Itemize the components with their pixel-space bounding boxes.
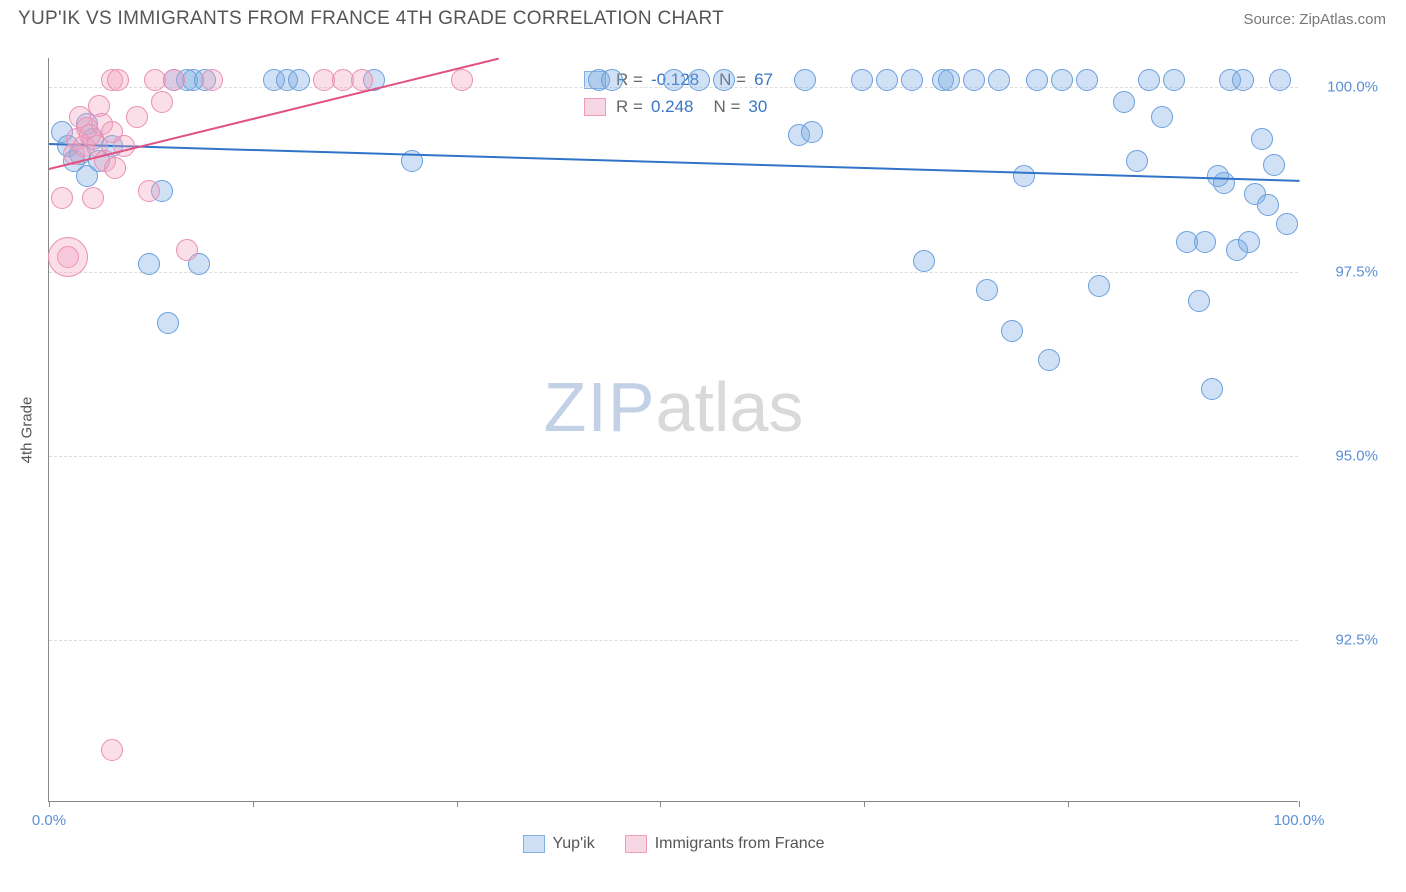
data-point bbox=[938, 69, 960, 91]
watermark-zip: ZIP bbox=[544, 368, 656, 446]
x-tick-mark bbox=[1068, 801, 1069, 807]
data-point bbox=[1232, 69, 1254, 91]
x-tick-mark bbox=[660, 801, 661, 807]
y-tick-label: 97.5% bbox=[1308, 263, 1378, 280]
data-point bbox=[1151, 106, 1173, 128]
data-point bbox=[963, 69, 985, 91]
data-point bbox=[201, 69, 223, 91]
data-point bbox=[163, 69, 185, 91]
y-tick-label: 95.0% bbox=[1308, 447, 1378, 464]
data-point bbox=[1126, 150, 1148, 172]
chart-title: YUP'IK VS IMMIGRANTS FROM FRANCE 4TH GRA… bbox=[18, 8, 724, 30]
data-point bbox=[51, 187, 73, 209]
watermark: ZIPatlas bbox=[544, 367, 804, 447]
r-label: R = bbox=[616, 93, 643, 120]
data-point bbox=[1013, 165, 1035, 187]
data-point bbox=[1251, 128, 1273, 150]
data-point bbox=[1238, 231, 1260, 253]
data-point bbox=[157, 312, 179, 334]
legend-item: Immigrants from France bbox=[625, 835, 825, 853]
legend-item: Yup'ik bbox=[522, 835, 594, 853]
x-tick-mark bbox=[1299, 801, 1300, 807]
data-point bbox=[138, 253, 160, 275]
legend-swatch bbox=[625, 835, 647, 853]
y-axis-label: 4th Grade bbox=[19, 396, 36, 463]
data-point bbox=[176, 239, 198, 261]
x-tick-label: 100.0% bbox=[1274, 812, 1325, 829]
chart-header: YUP'IK VS IMMIGRANTS FROM FRANCE 4TH GRA… bbox=[0, 0, 1406, 34]
data-point bbox=[663, 69, 685, 91]
watermark-atlas: atlas bbox=[656, 368, 804, 446]
data-point bbox=[1213, 172, 1235, 194]
data-point bbox=[1263, 154, 1285, 176]
legend-label: Immigrants from France bbox=[655, 835, 825, 853]
data-point bbox=[101, 739, 123, 761]
data-point bbox=[1026, 69, 1048, 91]
data-point bbox=[1163, 69, 1185, 91]
y-tick-label: 100.0% bbox=[1308, 79, 1378, 96]
data-point bbox=[794, 69, 816, 91]
data-point bbox=[351, 69, 373, 91]
data-point bbox=[1051, 69, 1073, 91]
data-point bbox=[288, 69, 310, 91]
data-point bbox=[1269, 69, 1291, 91]
n-value: 30 bbox=[748, 93, 767, 120]
x-tick-mark bbox=[49, 801, 50, 807]
data-point bbox=[151, 91, 173, 113]
legend-swatch bbox=[584, 98, 606, 116]
data-point bbox=[1276, 213, 1298, 235]
x-tick-mark bbox=[864, 801, 865, 807]
x-tick-mark bbox=[457, 801, 458, 807]
chart-source: Source: ZipAtlas.com bbox=[1243, 11, 1386, 28]
n-value: 67 bbox=[754, 66, 773, 93]
stats-row: R = 0.248 N = 30 bbox=[584, 93, 783, 120]
data-point bbox=[876, 69, 898, 91]
n-label: N = bbox=[713, 93, 740, 120]
data-point bbox=[1076, 69, 1098, 91]
trend-line bbox=[49, 143, 1299, 182]
data-point bbox=[1038, 349, 1060, 371]
data-point-large bbox=[48, 237, 88, 277]
data-point bbox=[688, 69, 710, 91]
data-point bbox=[1088, 275, 1110, 297]
x-tick-mark bbox=[253, 801, 254, 807]
chart-container: 4th Grade ZIPatlas R =-0.128N =67R =0.24… bbox=[18, 46, 1388, 862]
data-point bbox=[107, 69, 129, 91]
data-point bbox=[1194, 231, 1216, 253]
data-point bbox=[713, 69, 735, 91]
bottom-legend: Yup'ik Immigrants from France bbox=[522, 835, 824, 853]
data-point bbox=[1001, 320, 1023, 342]
data-point bbox=[851, 69, 873, 91]
data-point bbox=[82, 187, 104, 209]
gridline-h bbox=[49, 272, 1298, 273]
data-point bbox=[1201, 378, 1223, 400]
data-point bbox=[1188, 290, 1210, 312]
data-point bbox=[988, 69, 1010, 91]
r-value: 0.248 bbox=[651, 93, 694, 120]
data-point bbox=[976, 279, 998, 301]
x-tick-label: 0.0% bbox=[32, 812, 66, 829]
legend-label: Yup'ik bbox=[552, 835, 594, 853]
gridline-h bbox=[49, 456, 1298, 457]
data-point bbox=[601, 69, 623, 91]
data-point bbox=[104, 157, 126, 179]
data-point bbox=[1138, 69, 1160, 91]
y-tick-label: 92.5% bbox=[1308, 631, 1378, 648]
data-point bbox=[913, 250, 935, 272]
data-point bbox=[901, 69, 923, 91]
legend-swatch bbox=[522, 835, 544, 853]
data-point bbox=[451, 69, 473, 91]
gridline-h bbox=[49, 640, 1298, 641]
data-point bbox=[1257, 194, 1279, 216]
data-point bbox=[138, 180, 160, 202]
data-point bbox=[113, 135, 135, 157]
plot-area: 4th Grade ZIPatlas R =-0.128N =67R =0.24… bbox=[48, 58, 1298, 802]
data-point bbox=[1113, 91, 1135, 113]
data-point bbox=[126, 106, 148, 128]
data-point bbox=[801, 121, 823, 143]
